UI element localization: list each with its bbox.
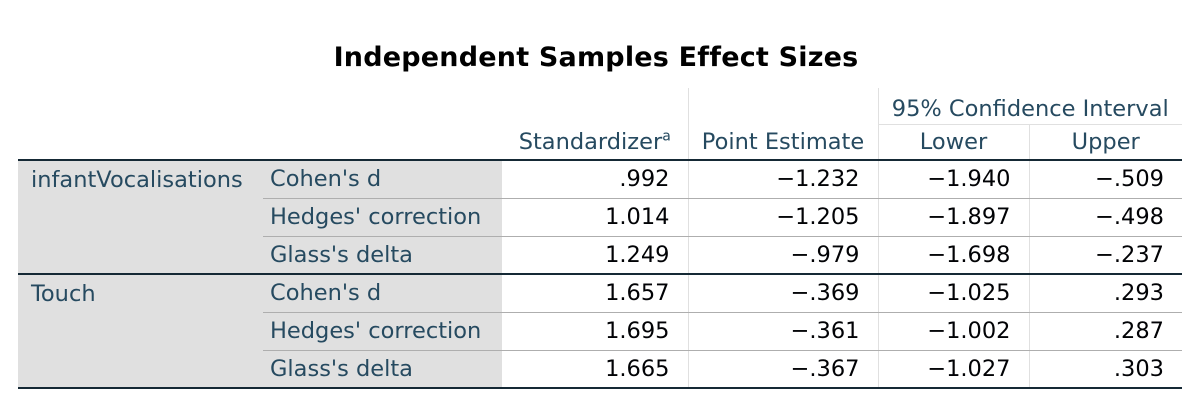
col-header-upper: Upper [1028, 124, 1182, 161]
standardizer-value: 1.249 [502, 236, 688, 275]
effect-sizes-table: 95% Confidence Interval Standardizera Po… [18, 88, 1182, 389]
ci-header: 95% Confidence Interval [877, 88, 1182, 125]
table-title: Independent Samples Effect Sizes [333, 42, 859, 73]
upper-value: −.237 [1028, 236, 1182, 275]
row-group-label: Touch [18, 274, 263, 389]
col-header-point-estimate: Point Estimate [687, 124, 878, 161]
standardizer-value: 1.695 [502, 312, 688, 351]
measure-label: Hedges' correction [263, 312, 502, 351]
footnote-marker: a [662, 128, 671, 145]
upper-value: −.509 [1028, 160, 1182, 199]
standardizer-value: 1.665 [502, 350, 688, 389]
measure-label: Hedges' correction [263, 198, 502, 237]
point-estimate-value: −.367 [687, 350, 878, 389]
standardizer-value: 1.014 [502, 198, 688, 237]
lower-value: −1.897 [877, 198, 1029, 237]
col-header-standardizer: Standardizera [502, 124, 688, 161]
lower-value: −1.027 [877, 350, 1029, 389]
table-row: Hedges' correction 1.695 −.361 −1.002 .2… [18, 312, 1182, 351]
measure-label: Glass's delta [263, 236, 502, 275]
measure-label: Glass's delta [263, 350, 502, 389]
point-estimate-value: −.979 [687, 236, 878, 275]
point-estimate-value: −1.232 [687, 160, 878, 199]
measure-label: Cohen's d [263, 274, 502, 313]
table-row: Glass's delta 1.249 −.979 −1.698 −.237 [18, 236, 1182, 275]
standardizer-value: .992 [502, 160, 688, 199]
lower-value: −1.940 [877, 160, 1029, 199]
measure-label: Cohen's d [263, 160, 502, 199]
table-row: infantVocalisations Cohen's d .992 −1.23… [18, 160, 1182, 275]
lower-value: −1.025 [877, 274, 1029, 313]
upper-value: .293 [1028, 274, 1182, 313]
header-row-1: 95% Confidence Interval [18, 88, 1182, 125]
point-estimate-value: −1.205 [687, 198, 878, 237]
point-estimate-value: −.361 [687, 312, 878, 351]
lower-value: −1.698 [877, 236, 1029, 275]
table-row: Hedges' correction 1.014 −1.205 −1.897 −… [18, 198, 1182, 237]
upper-value: −.498 [1028, 198, 1182, 237]
lower-value: −1.002 [877, 312, 1029, 351]
col-header-lower: Lower [877, 124, 1029, 161]
row-group-label: infantVocalisations [18, 160, 263, 275]
upper-value: .303 [1028, 350, 1182, 389]
point-estimate-value: −.369 [687, 274, 878, 313]
standardizer-value: 1.657 [502, 274, 688, 313]
table-row: Glass's delta 1.665 −.367 −1.027 .303 [18, 350, 1182, 389]
header-row-2: Standardizera Point Estimate Lower Upper [18, 124, 1182, 161]
upper-value: .287 [1028, 312, 1182, 351]
table-row: Touch Cohen's d 1.657 −.369 −1.025 .293 [18, 274, 1182, 389]
